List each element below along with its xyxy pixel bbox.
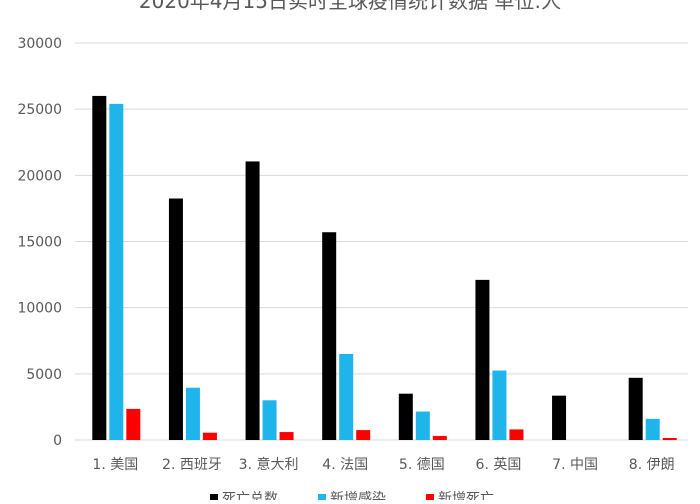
bar-2-5	[415, 411, 430, 440]
bar-1-1	[92, 95, 107, 440]
bar-2-2	[185, 387, 200, 440]
x-tick-label: 5. 德国	[399, 457, 445, 473]
bar-1-6	[475, 279, 490, 440]
y-tick-label: 15000	[17, 235, 62, 251]
y-tick-label: 30000	[17, 36, 62, 52]
legend-label-2: 新增感染	[330, 490, 386, 500]
y-tick-label: 5000	[26, 367, 62, 383]
x-tick-label: 6. 英国	[476, 456, 522, 473]
legend-label-3: 新增死亡	[438, 491, 494, 500]
bar-3-8	[662, 438, 677, 440]
bar-1-5	[398, 393, 413, 440]
bar-1-8	[628, 377, 643, 440]
bar-2-1	[109, 103, 124, 440]
x-tick-label: 7. 中国	[552, 457, 598, 473]
bar-2-3	[262, 400, 277, 440]
x-tick-label: 8. 伊朗	[629, 457, 675, 473]
bar-2-4	[339, 353, 354, 440]
legend-label-1: 死亡总数	[222, 491, 278, 500]
x-tick-label: 4. 法国	[322, 457, 368, 473]
bar-1-4	[322, 232, 337, 440]
legend-swatch-2	[318, 494, 326, 502]
x-tick-label: 2. 西班牙	[162, 457, 222, 473]
y-tick-label: 0	[53, 433, 62, 449]
bar-3-2	[202, 432, 217, 440]
axis-layer: 0 5000 10000 15000 20000 25000 30000 1. 美国 2. 西班…	[17, 36, 688, 473]
bar-3-1	[126, 408, 141, 440]
bar-3-3	[279, 432, 294, 440]
bars-layer	[92, 95, 677, 440]
bar-3-5	[432, 436, 447, 440]
bar-2-6	[492, 370, 507, 440]
y-tick-label: 20000	[17, 168, 62, 184]
y-tick-label: 10000	[17, 301, 62, 317]
bar-1-3	[245, 161, 260, 440]
x-tick-label: 3. 意大利	[239, 456, 299, 473]
bar-3-6	[509, 429, 524, 440]
legend: 死亡总数 新增感染 新增死亡	[210, 490, 494, 504]
y-tick-label: 25000	[17, 102, 62, 118]
bar-3-4	[356, 430, 371, 440]
chart-title: 2020年4月15日实时全球疫情统计数据 单位:人	[139, 0, 561, 13]
bar-2-8	[645, 418, 660, 440]
legend-swatch-1	[210, 494, 218, 502]
bar-1-7	[552, 395, 567, 440]
bar-1-2	[168, 198, 183, 440]
grid-layer	[75, 42, 688, 375]
x-tick-label: 1. 美国	[92, 457, 138, 473]
legend-swatch-3	[426, 494, 434, 502]
